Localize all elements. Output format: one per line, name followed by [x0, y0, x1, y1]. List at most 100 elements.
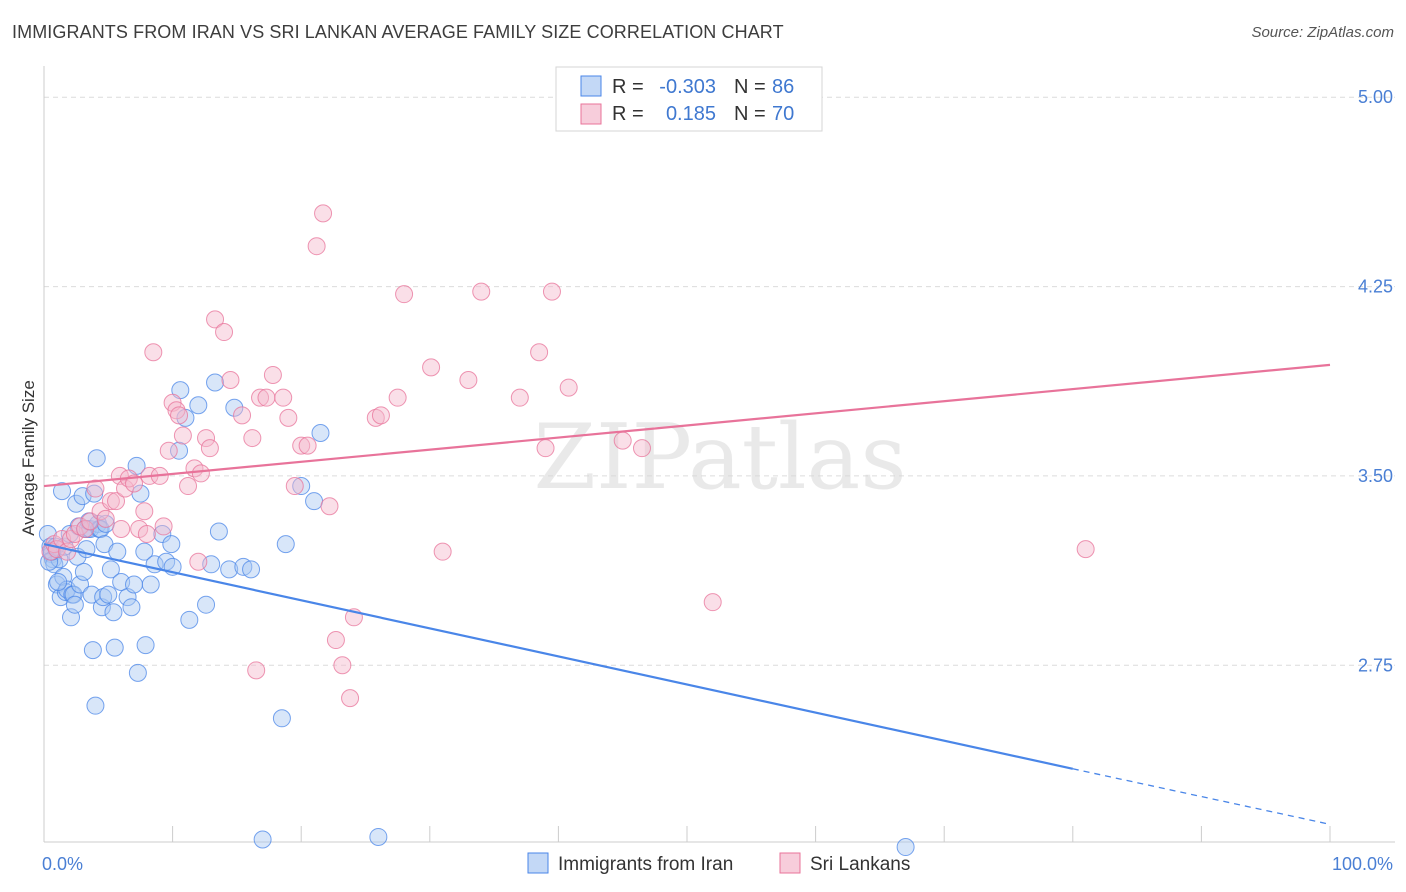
srilanka-point	[86, 479, 105, 498]
trend-lines	[43, 363, 1331, 825]
chart-title: IMMIGRANTS FROM IRAN VS SRI LANKAN AVERA…	[12, 22, 784, 42]
series-legend: Immigrants from Iran Sri Lankans	[527, 852, 910, 875]
srilanka-point	[170, 406, 189, 425]
source-credit: Source: ZipAtlas.com	[1251, 24, 1394, 41]
iran-point	[225, 398, 244, 417]
iran-point	[94, 588, 113, 607]
iran-point	[65, 595, 84, 614]
srilanka-point	[197, 429, 216, 448]
srilanka-point	[279, 408, 298, 427]
iran-point	[242, 560, 261, 579]
iran-point	[272, 709, 291, 728]
srilanka-point	[341, 689, 360, 708]
srilanka-point	[371, 406, 390, 425]
srilanka-point	[71, 517, 90, 536]
srilanka-point	[233, 406, 252, 425]
legend-n-value-1: 86	[772, 76, 794, 98]
iran-point	[53, 482, 72, 501]
iran-point	[108, 542, 127, 561]
srilanka-point	[179, 477, 198, 496]
y-axis-title: Average Family Size	[19, 380, 38, 536]
iran-point	[125, 575, 144, 594]
iran-point	[104, 603, 123, 622]
srilanka-point	[189, 552, 208, 571]
y-tick-label: 2.75	[1358, 655, 1393, 675]
legend-r-label-2: R =	[612, 103, 644, 125]
srilanka-point	[263, 365, 282, 384]
iran-point	[189, 396, 208, 415]
bottom-legend-label-iran: Immigrants from Iran	[558, 854, 733, 875]
srilanka-point	[472, 282, 491, 301]
watermark: ZIPatlas	[533, 405, 906, 510]
srilanka-point	[167, 401, 186, 420]
srilanka-point	[326, 631, 345, 650]
iran-point	[311, 424, 330, 443]
data-points	[38, 204, 1095, 857]
srilanka-point	[292, 436, 311, 455]
stats-legend: R = -0.303 N = 86 R = 0.185 N = 70	[555, 66, 823, 132]
iran-point	[896, 838, 915, 857]
srilanka-trend-line	[43, 363, 1331, 488]
srilanka-point	[251, 388, 270, 407]
srilanka-point	[200, 439, 219, 458]
y-tick-label: 4.25	[1358, 277, 1393, 297]
iran-point	[128, 663, 147, 682]
srilanka-point	[542, 282, 561, 301]
iran-point	[86, 696, 105, 715]
axes	[43, 66, 1395, 843]
y-tick-label: 3.50	[1358, 466, 1393, 486]
iran-trend-line	[43, 543, 1074, 770]
srilanka-point	[191, 464, 210, 483]
gridlines	[44, 96, 1395, 666]
iran-point	[99, 585, 118, 604]
srilanka-point	[530, 343, 549, 362]
legend-r-value-2: 0.185	[666, 103, 716, 125]
iran-point	[67, 494, 86, 513]
iran-point	[206, 373, 225, 392]
iran-point	[209, 522, 228, 541]
srilanka-point	[206, 310, 225, 329]
srilanka-point	[459, 371, 478, 389]
iran-point	[180, 610, 199, 629]
srilanka-point	[137, 525, 156, 543]
srilanka-point	[243, 429, 262, 448]
srilanka-point	[116, 479, 135, 498]
srilanka-point	[395, 285, 414, 304]
srilanka-point	[333, 656, 352, 675]
srilanka-point	[433, 542, 452, 561]
iran-point	[305, 492, 324, 511]
bottom-legend-swatch-iran	[527, 852, 549, 874]
srilanka-point	[366, 408, 385, 427]
srilanka-point	[159, 441, 178, 460]
legend-swatch-blue	[580, 75, 602, 97]
srilanka-point	[154, 517, 173, 536]
iran-point	[135, 542, 154, 561]
srilanka-point	[422, 358, 441, 377]
srilanka-point	[257, 388, 276, 407]
iran-point	[49, 572, 68, 591]
legend-n-label-1: N =	[734, 76, 766, 98]
legend-n-value-2: 70	[772, 103, 794, 125]
srilanka-point	[320, 497, 339, 516]
srilanka-point	[173, 426, 192, 445]
srilanka-point	[314, 204, 333, 223]
iran-point	[220, 560, 239, 579]
legend-r-label-1: R =	[612, 76, 644, 98]
srilanka-point	[613, 431, 632, 450]
iran-point	[369, 827, 388, 846]
srilanka-point	[632, 439, 651, 458]
srilanka-point	[215, 323, 234, 342]
srilanka-point	[125, 474, 144, 493]
legend-n-label-2: N =	[734, 103, 766, 125]
srilanka-point	[135, 502, 154, 521]
tick-labels: 2.75 3.50 4.25 5.00 0.0% 100.0%	[42, 87, 1393, 874]
srilanka-point	[221, 371, 240, 389]
legend-r-value-1: -0.303	[659, 76, 716, 98]
srilanka-point	[559, 378, 578, 397]
srilanka-point	[703, 593, 722, 612]
iran-point	[197, 595, 216, 614]
x-tick-label: 0.0%	[42, 854, 83, 874]
iran-point	[105, 638, 124, 657]
iran-point	[276, 535, 295, 554]
